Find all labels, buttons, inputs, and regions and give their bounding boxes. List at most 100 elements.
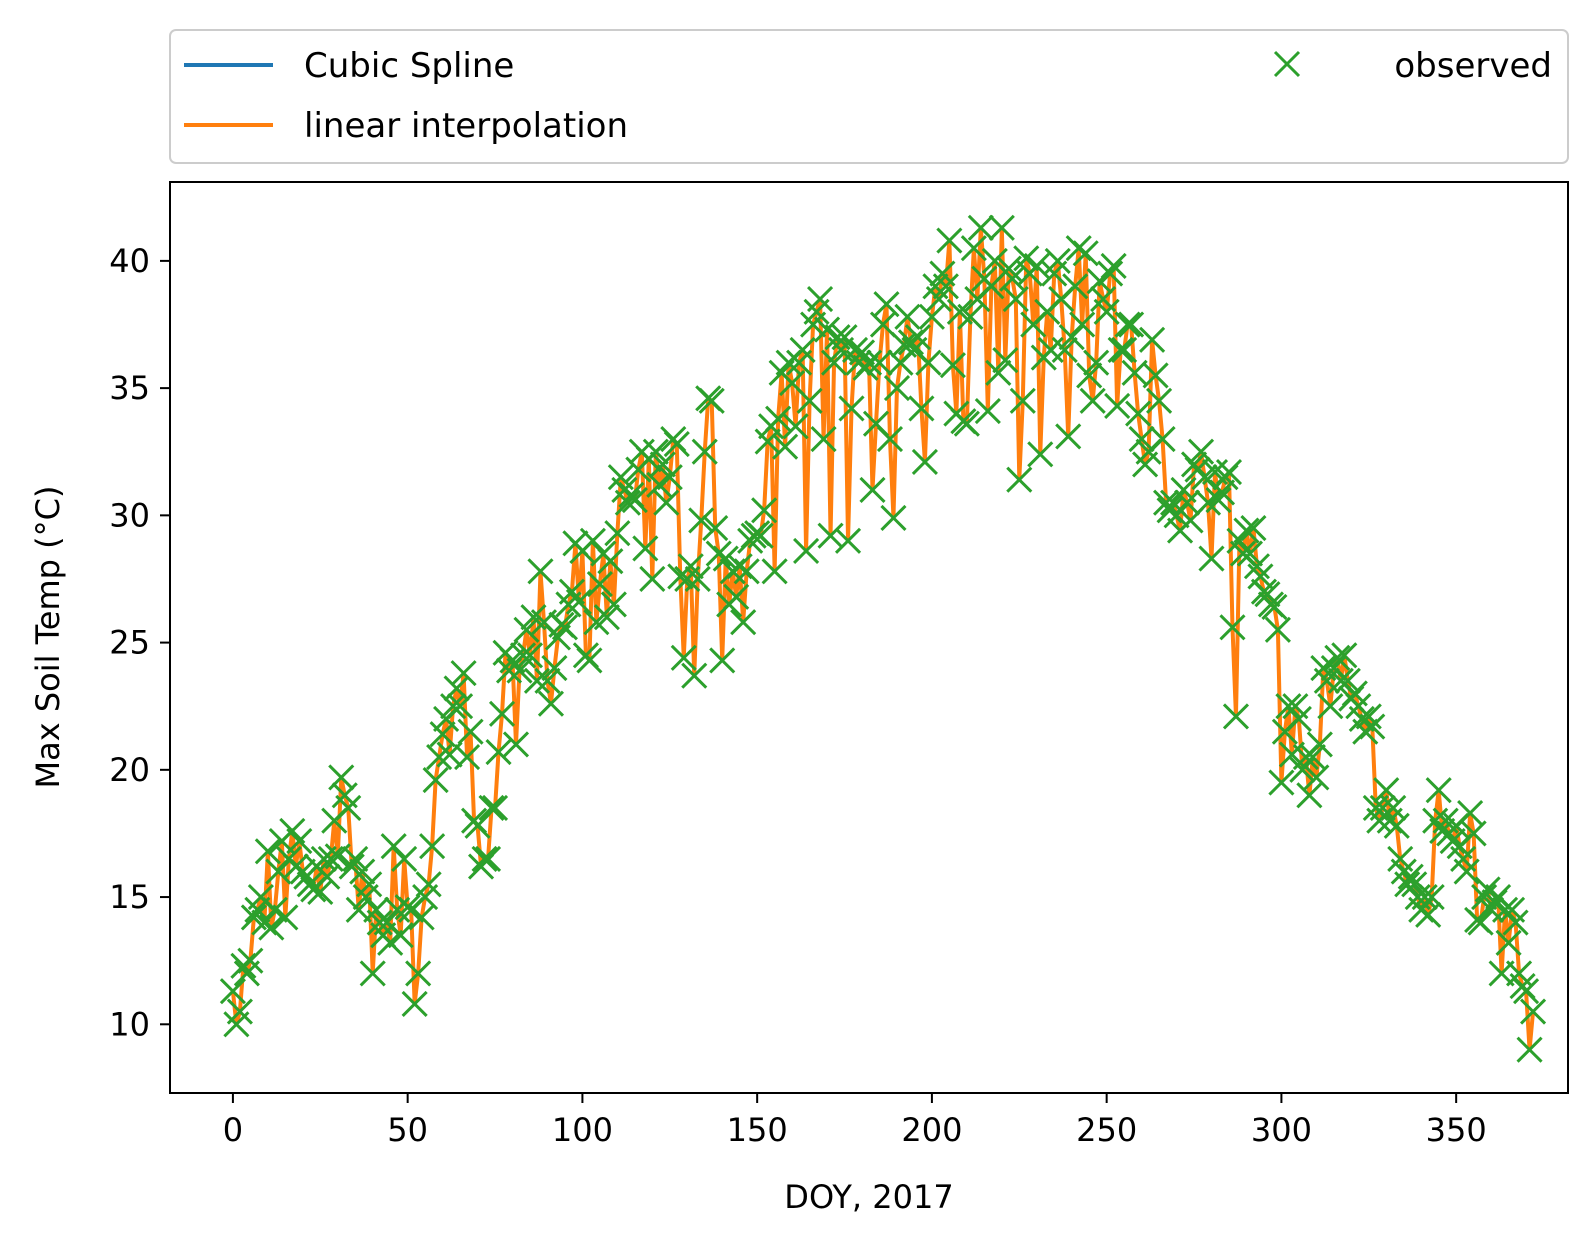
observed-point xyxy=(537,690,565,717)
observed-point xyxy=(1100,252,1127,280)
observed-point xyxy=(447,693,474,720)
observed-point xyxy=(1359,713,1386,740)
observed-point xyxy=(1125,400,1152,427)
observed-point xyxy=(1002,285,1029,313)
observed-point xyxy=(953,410,980,437)
observed-point xyxy=(712,545,739,572)
observed-point xyxy=(509,642,537,669)
observed-point xyxy=(939,352,966,379)
observed-point xyxy=(796,387,823,414)
legend-label-linear-interpolation: linear interpolation xyxy=(304,106,628,146)
observed-point xyxy=(429,721,456,748)
observed-point xyxy=(807,285,834,313)
observed-point xyxy=(1149,425,1176,453)
observed-point xyxy=(988,214,1015,241)
observed-point xyxy=(1236,540,1264,567)
observed-point xyxy=(1303,764,1330,791)
legend-label-observed: observed xyxy=(1394,46,1552,86)
observed-point xyxy=(1425,777,1452,804)
observed-point xyxy=(834,527,862,554)
observed-point xyxy=(810,425,837,453)
y-tick-label: 35 xyxy=(109,369,150,407)
observed-point xyxy=(286,828,313,855)
observed-point xyxy=(474,845,502,872)
observed-point xyxy=(820,349,848,376)
observed-point xyxy=(478,794,505,822)
observed-point xyxy=(454,744,481,771)
observed-point xyxy=(1418,883,1445,911)
observed-point xyxy=(873,291,900,318)
observed-point xyxy=(974,397,1001,425)
observed-point xyxy=(576,647,603,674)
observed-point xyxy=(880,504,907,531)
observed-point xyxy=(649,451,676,478)
observed-point xyxy=(1111,336,1138,364)
observed-point xyxy=(639,565,666,593)
observed-point xyxy=(516,642,544,669)
x-tick-label: 350 xyxy=(1426,1111,1487,1149)
observed-point xyxy=(1331,642,1358,669)
observed-point xyxy=(1051,336,1078,364)
observed-point xyxy=(614,489,641,516)
observed-point xyxy=(936,227,963,254)
observed-point xyxy=(723,583,750,610)
observed-point xyxy=(932,273,959,300)
observed-point xyxy=(789,336,816,364)
observed-point xyxy=(481,794,509,822)
y-axis: 10 15 20 25 30 35 40 xyxy=(109,242,170,1043)
observed-point xyxy=(541,654,568,682)
observed-point xyxy=(1187,438,1215,465)
observed-point xyxy=(1146,387,1173,414)
observed-point xyxy=(457,718,484,745)
observed-point xyxy=(1069,311,1096,338)
observed-point xyxy=(1044,247,1071,274)
observed-point xyxy=(859,476,886,503)
observed-point xyxy=(1139,326,1166,353)
observed-point xyxy=(1142,362,1169,389)
observed-point xyxy=(593,604,620,631)
observed-point xyxy=(967,214,994,241)
observed-point xyxy=(1397,863,1424,890)
observed-point xyxy=(681,662,708,689)
observed-point xyxy=(747,522,774,549)
observed-point xyxy=(1114,311,1141,338)
observed-point xyxy=(1153,489,1180,516)
observed-point xyxy=(401,990,428,1017)
observed-point xyxy=(513,616,540,643)
observed-point xyxy=(1062,273,1089,300)
observed-point xyxy=(597,548,624,575)
observed-point xyxy=(1268,769,1295,796)
observed-point xyxy=(1240,515,1267,542)
observed-point xyxy=(380,833,407,860)
observed-point xyxy=(782,413,809,440)
observed-point xyxy=(632,535,659,562)
observed-point xyxy=(831,324,858,351)
observed-point xyxy=(908,395,935,422)
observed-point xyxy=(772,433,799,460)
observed-point xyxy=(1198,545,1225,572)
observed-point xyxy=(506,657,533,684)
observed-point xyxy=(527,558,554,585)
x-tick-label: 250 xyxy=(1076,1111,1137,1149)
legend-label-cubic-spline: Cubic Spline xyxy=(304,46,514,86)
observed-point xyxy=(656,464,683,491)
observed-point xyxy=(1083,349,1110,376)
observed-point xyxy=(992,347,1019,374)
observed-point xyxy=(702,515,729,542)
observed-point xyxy=(1107,336,1134,364)
observed-point xyxy=(1194,489,1222,516)
observed-point xyxy=(450,660,477,687)
observed-point xyxy=(765,405,792,432)
plot-border xyxy=(169,181,1569,1094)
observed-point xyxy=(1261,593,1288,621)
observed-point xyxy=(754,428,781,455)
observed-point xyxy=(1076,362,1103,389)
observed-point xyxy=(1467,909,1494,936)
observed-point xyxy=(1495,929,1522,956)
observed-point xyxy=(663,431,690,458)
observed-point xyxy=(1009,387,1036,414)
observed-point xyxy=(1093,298,1120,325)
observed-point xyxy=(254,838,281,865)
observed-point xyxy=(1205,487,1232,514)
observed-point xyxy=(1006,466,1033,493)
